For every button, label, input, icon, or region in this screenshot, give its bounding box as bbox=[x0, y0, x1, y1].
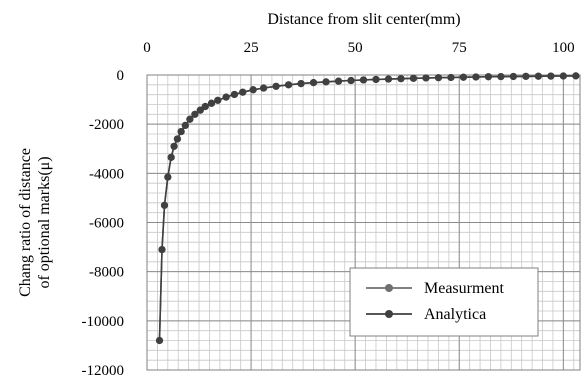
data-point bbox=[547, 72, 555, 80]
y-tick-label: -4000 bbox=[89, 166, 124, 182]
x-tick-label: 100 bbox=[552, 40, 575, 56]
y-tick-label: -6000 bbox=[89, 216, 124, 232]
x-tick-labels: 0 25 50 75 100 bbox=[143, 40, 574, 56]
data-point bbox=[191, 110, 199, 118]
data-point bbox=[249, 86, 257, 94]
y-tick-label: -2000 bbox=[89, 117, 124, 133]
series-layer bbox=[155, 72, 580, 345]
data-point bbox=[167, 153, 175, 161]
plot-area-frame bbox=[146, 74, 581, 371]
data-point bbox=[177, 127, 185, 136]
data-point bbox=[155, 336, 164, 345]
data-point bbox=[434, 74, 443, 82]
legend: Measurment Analytica bbox=[349, 267, 539, 337]
data-point bbox=[309, 79, 318, 87]
data-point bbox=[222, 93, 230, 101]
legend-marker-swatch bbox=[385, 284, 393, 292]
data-point bbox=[164, 173, 172, 181]
data-point bbox=[572, 72, 580, 80]
legend-label: Analytica bbox=[424, 306, 486, 323]
data-point bbox=[484, 73, 493, 81]
data-point bbox=[230, 90, 239, 99]
y-tick-labels: 0 -2000 -4000 -6000 -8000 -10000 -12000 bbox=[82, 68, 125, 379]
y-tick-label: -10000 bbox=[82, 314, 125, 330]
data-point bbox=[409, 74, 418, 82]
legend-marker-swatch bbox=[385, 310, 393, 318]
data-point bbox=[384, 75, 393, 83]
x-tick-label: 75 bbox=[452, 40, 467, 56]
data-point bbox=[322, 78, 330, 86]
data-point bbox=[522, 72, 530, 80]
data-point bbox=[459, 73, 468, 81]
x-tick-label: 50 bbox=[348, 40, 363, 56]
y-axis-title-line-2: of optional marks(μ) bbox=[36, 156, 53, 288]
data-point bbox=[347, 76, 355, 85]
y-axis-title-line-1: Chang ratio of distance bbox=[17, 148, 34, 297]
y-tick-label: -12000 bbox=[82, 363, 125, 376]
data-point bbox=[372, 75, 380, 84]
series-analytica bbox=[155, 72, 580, 345]
x-axis-title: Distance from slit center(mm) bbox=[267, 11, 460, 28]
x-tick-label: 0 bbox=[143, 40, 151, 56]
y-tick-label: 0 bbox=[117, 68, 125, 84]
legend-items: Measurment Analytica bbox=[366, 280, 505, 323]
data-point bbox=[201, 102, 209, 111]
data-point bbox=[497, 72, 505, 81]
legend-box bbox=[349, 267, 539, 337]
data-point bbox=[272, 82, 280, 90]
data-point bbox=[186, 115, 194, 123]
data-point bbox=[214, 96, 222, 104]
data-point bbox=[422, 74, 430, 82]
data-point bbox=[181, 121, 189, 129]
y-tick-label: -8000 bbox=[89, 265, 124, 281]
data-point bbox=[259, 84, 268, 92]
x-tick-label: 25 bbox=[244, 40, 259, 56]
data-point bbox=[196, 106, 204, 114]
data-point bbox=[534, 72, 542, 80]
data-point bbox=[284, 81, 293, 89]
data-point bbox=[239, 88, 247, 96]
data-point bbox=[158, 245, 166, 254]
data-point bbox=[207, 99, 216, 107]
data-point bbox=[472, 73, 480, 81]
data-point bbox=[359, 76, 368, 84]
legend-label: Measurment bbox=[424, 280, 505, 297]
data-point bbox=[509, 72, 517, 81]
data-point bbox=[334, 77, 343, 85]
data-point bbox=[170, 142, 178, 150]
data-point bbox=[173, 135, 181, 143]
data-point bbox=[297, 80, 305, 88]
data-point bbox=[559, 72, 567, 80]
data-point bbox=[447, 73, 455, 82]
data-point bbox=[160, 201, 169, 209]
data-point bbox=[397, 75, 405, 83]
